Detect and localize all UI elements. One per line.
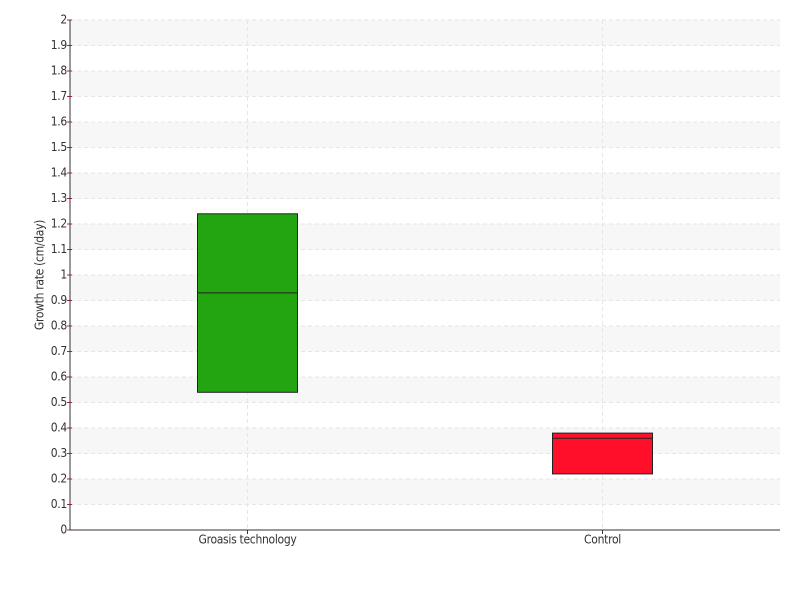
y-tick-label: 0.4 <box>51 421 68 435</box>
y-tick-label: 0.2 <box>51 472 67 486</box>
y-tick-label: 1.9 <box>51 38 68 52</box>
x-tick-label: Control <box>584 533 621 547</box>
grid-band <box>70 122 780 148</box>
y-tick-label: 0.3 <box>51 446 67 460</box>
x-tick-label: Groasis technology <box>199 533 298 547</box>
y-tick-label: 0.7 <box>51 344 67 358</box>
y-tick-label: 1.5 <box>51 140 67 154</box>
y-tick-label: 0.6 <box>51 370 68 384</box>
grid-band <box>70 377 780 403</box>
grid-band <box>70 224 780 250</box>
grid-band <box>70 71 780 97</box>
y-tick-label: 1.7 <box>51 89 67 103</box>
y-tick-label: 0.9 <box>51 293 68 307</box>
box <box>197 213 298 393</box>
y-tick-label: 1.8 <box>51 64 68 78</box>
y-tick-label: 2 <box>60 13 67 27</box>
y-axis-label: Growth rate (cm/day) <box>33 220 47 330</box>
grid-band <box>70 173 780 199</box>
y-tick-label: 1.3 <box>51 191 67 205</box>
y-tick-label: 1.2 <box>51 217 67 231</box>
y-tick-label: 1.6 <box>51 115 68 129</box>
y-tick-label: 1 <box>60 268 67 282</box>
y-tick-label: 1.4 <box>51 166 68 180</box>
grid-band <box>70 428 780 454</box>
grid-band <box>70 326 780 352</box>
box <box>552 432 653 475</box>
grid-band <box>70 275 780 301</box>
y-tick-label: 1.1 <box>51 242 67 256</box>
grid-band <box>70 479 780 505</box>
y-tick-label: 0.8 <box>51 319 68 333</box>
y-tick-label: 0.1 <box>51 497 67 511</box>
y-tick-label: 0 <box>60 523 67 537</box>
grid-band <box>70 20 780 46</box>
y-tick-label: 0.5 <box>51 395 67 409</box>
